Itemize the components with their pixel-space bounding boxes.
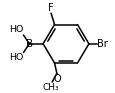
Text: F: F	[48, 3, 53, 13]
Text: O: O	[53, 74, 60, 84]
Text: HO: HO	[9, 53, 23, 62]
Text: HO: HO	[9, 25, 23, 34]
Text: B: B	[26, 39, 33, 49]
Text: CH₃: CH₃	[42, 83, 59, 92]
Text: Br: Br	[96, 39, 107, 49]
